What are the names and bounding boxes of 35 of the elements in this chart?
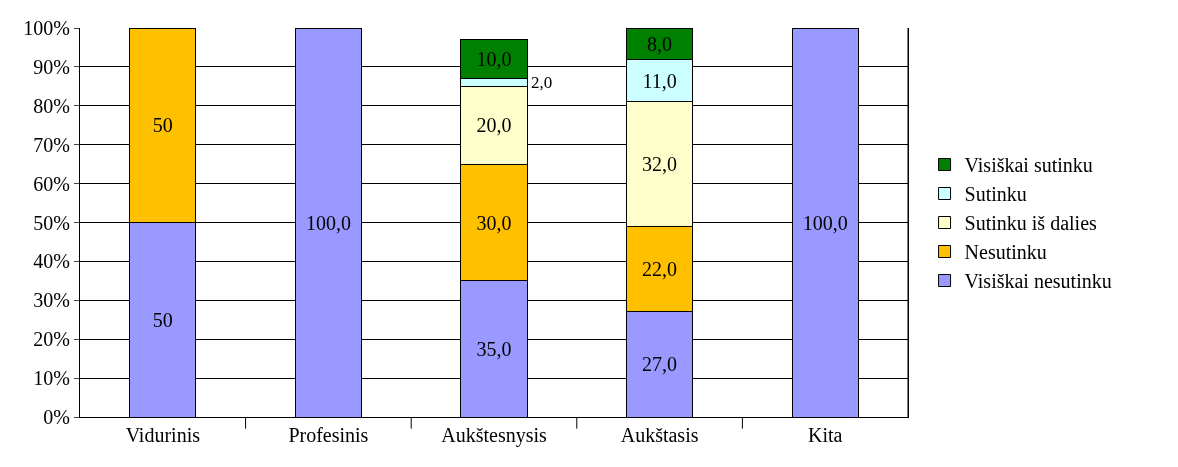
legend-label: Sutinku bbox=[964, 183, 1027, 206]
x-tick-label: Vidurinis bbox=[125, 424, 201, 446]
data-label: 20,0 bbox=[476, 114, 512, 137]
data-label: 11,0 bbox=[642, 69, 677, 92]
data-label: 100,0 bbox=[305, 211, 351, 234]
data-label: 10,0 bbox=[476, 48, 512, 71]
data-label: 50 bbox=[152, 114, 173, 137]
data-label: 22,0 bbox=[642, 258, 678, 281]
y-tick-label: 0% bbox=[43, 406, 70, 428]
y-tick-label: 10% bbox=[33, 367, 70, 390]
data-label: 32,0 bbox=[642, 153, 678, 176]
y-tick-label: 80% bbox=[33, 94, 70, 117]
x-tick-label: Aukštesnysis bbox=[441, 424, 547, 447]
y-tick-label: 40% bbox=[33, 250, 70, 273]
data-label: 27,0 bbox=[642, 353, 678, 376]
data-label: 8,0 bbox=[647, 32, 673, 55]
x-tick-label: Profesinis bbox=[288, 424, 369, 446]
x-tick-label: Aukštasis bbox=[620, 424, 699, 446]
legend-label: Visiškai nesutinku bbox=[964, 270, 1112, 293]
y-tick-label: 90% bbox=[33, 55, 70, 78]
data-label: 2,0 bbox=[531, 73, 553, 92]
y-tick-label: 20% bbox=[33, 328, 70, 351]
y-tick-label: 30% bbox=[33, 289, 70, 312]
y-tick-label: 50% bbox=[33, 211, 70, 234]
legend-label: Nesutinku bbox=[964, 241, 1047, 264]
x-tick-label: Kita bbox=[807, 424, 843, 446]
data-label: 100,0 bbox=[802, 211, 848, 234]
y-tick-label: 60% bbox=[33, 172, 70, 195]
y-tick-label: 70% bbox=[33, 133, 70, 156]
data-label: 50 bbox=[152, 308, 173, 331]
legend-label: Visiškai sutinku bbox=[964, 154, 1093, 177]
y-tick-label: 100% bbox=[23, 17, 70, 39]
legend-label: Sutinku iš dalies bbox=[964, 212, 1097, 235]
data-label: 35,0 bbox=[476, 337, 512, 360]
data-label: 30,0 bbox=[476, 211, 512, 234]
